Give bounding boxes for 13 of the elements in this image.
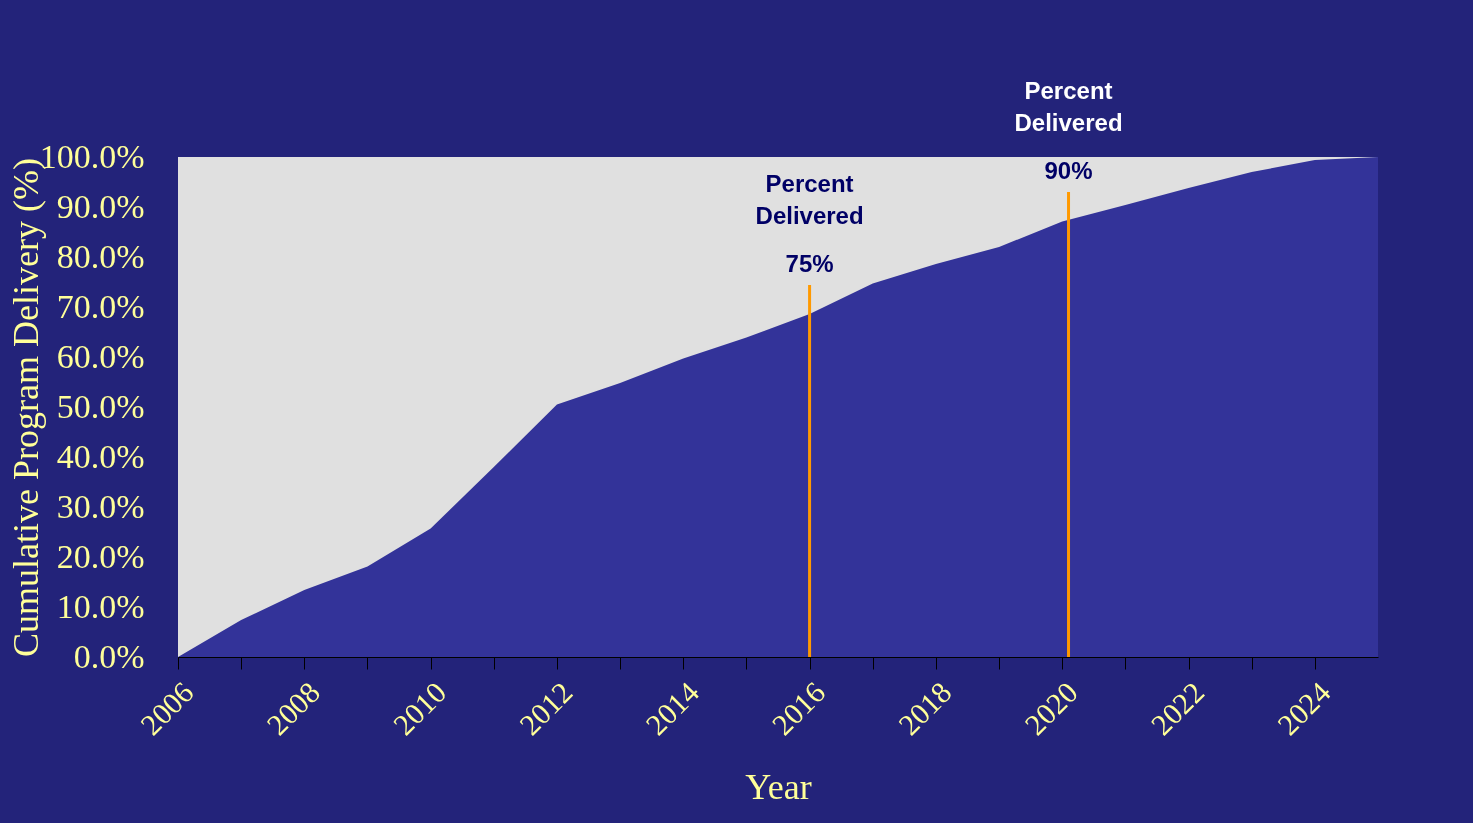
y-tick-label: 40.0% [56,437,145,475]
ref-line-label: Percent Delivered 90% [1014,77,1123,184]
y-tick-label: 80.0% [56,237,145,275]
y-tick-label: 60.0% [56,337,145,375]
y-tick-label: 10.0% [56,587,145,625]
y-tick-label: 30.0% [56,487,145,525]
y-tick-label: 20.0% [56,537,145,575]
x-axis-title: Year [745,767,812,808]
y-tick-label: 90.0% [56,187,145,225]
y-tick-label: 50.0% [56,387,145,425]
ref-line-label: Percent Delivered 75% [755,170,864,277]
y-tick-label: 0.0% [73,637,145,675]
y-tick-label: 70.0% [56,287,145,325]
